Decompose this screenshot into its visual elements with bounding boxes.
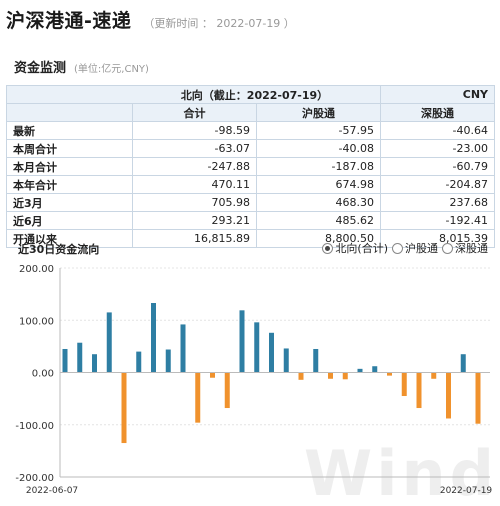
cell-sz: 8,015.39	[380, 229, 495, 248]
flow-bar[interactable]	[328, 372, 333, 379]
table-header-row: 合计 沪股通 深股通	[6, 103, 495, 122]
flow-bar[interactable]	[475, 372, 481, 424]
flow-bar[interactable]	[283, 348, 289, 373]
cell-sz: -40.64	[380, 121, 495, 140]
row-label: 本月合计	[6, 157, 133, 176]
page-title: 沪深港通-速递	[6, 10, 132, 32]
flow-bar[interactable]	[416, 372, 422, 409]
flow-bar[interactable]	[224, 372, 230, 409]
cell-total: 293.21	[132, 211, 257, 230]
cell-total: 705.98	[132, 193, 257, 212]
cell-sz: -23.00	[380, 139, 495, 158]
y-tick-label: -100.00	[15, 421, 54, 432]
flow-bar[interactable]	[210, 372, 215, 378]
cell-sh: 674.98	[256, 175, 381, 194]
radio-unselected-icon	[442, 242, 453, 254]
flow-bar[interactable]	[165, 349, 171, 373]
radio-northbound-total[interactable]: 北向(合计)	[322, 240, 388, 256]
flow-bar[interactable]	[460, 354, 466, 373]
flow-bar[interactable]	[372, 366, 378, 373]
fund-flow-chart-panel: 近30日资金流向 北向(合计) 沪股通 深股通 Wind 200.00 100.0…	[6, 233, 494, 501]
table-row: 最新 -98.59 -57.95 -40.64	[6, 121, 495, 140]
flow-bar[interactable]	[357, 368, 363, 373]
table-currency: CNY	[380, 85, 495, 104]
table-row: 本周合计 -63.07 -40.08 -23.00	[6, 139, 495, 158]
cell-sz: -60.79	[380, 157, 495, 176]
flow-bar[interactable]	[342, 372, 348, 380]
table-row: 本月合计 -247.88 -187.08 -60.79	[6, 157, 495, 176]
cell-sh: 8,800.50	[256, 229, 381, 248]
flow-bar[interactable]	[92, 354, 97, 373]
flow-bar[interactable]	[254, 322, 260, 373]
flow-bar[interactable]	[121, 372, 127, 444]
flow-bar[interactable]	[431, 372, 437, 379]
table-row: 开通以来 16,815.89 8,800.50 8,015.39	[6, 229, 495, 248]
flow-bar[interactable]	[136, 351, 142, 373]
flow-bar[interactable]	[62, 348, 68, 373]
flow-bar[interactable]	[446, 372, 451, 419]
row-label: 本年合计	[6, 175, 133, 194]
flow-bar[interactable]	[180, 324, 186, 373]
radio-label: 北向(合计)	[335, 242, 388, 255]
fund-flow-chart: Wind 200.00 100.00 0.00 -100.00 -200.00 2022-…	[15, 264, 494, 501]
flow-bar[interactable]	[298, 372, 304, 380]
cell-total: 470.11	[132, 175, 257, 194]
flow-bar[interactable]	[195, 372, 201, 423]
flow-bar[interactable]	[77, 342, 83, 373]
cell-sz: 237.68	[380, 193, 495, 212]
flow-bar[interactable]	[313, 348, 319, 373]
cell-total: -247.88	[132, 157, 257, 176]
flow-bar[interactable]	[239, 310, 245, 373]
column-header-sh: 沪股通	[256, 103, 381, 122]
cell-sz: -204.87	[380, 175, 495, 194]
fund-monitor-header: 资金监测 (单位:亿元,CNY)	[14, 57, 149, 76]
y-tick-label: 100.00	[19, 316, 54, 327]
table-row: 近6月 293.21 485.62 -192.41	[6, 211, 495, 230]
flow-bar[interactable]	[269, 332, 274, 373]
row-label: 开通以来	[6, 229, 133, 248]
row-label: 最新	[6, 121, 133, 140]
cell-total: -63.07	[132, 139, 257, 158]
column-header-total: 合计	[132, 103, 257, 122]
row-label: 近6月	[6, 211, 133, 230]
radio-shanghai-connect[interactable]: 沪股通	[392, 240, 438, 256]
section-title: 资金监测	[14, 61, 67, 76]
table-row: 近3月 705.98 468.30 237.68	[6, 193, 495, 212]
flow-bar[interactable]	[151, 303, 156, 373]
flow-bar[interactable]	[106, 312, 112, 373]
column-header-sz: 深股通	[380, 103, 495, 122]
cell-sz: -192.41	[380, 211, 495, 230]
flow-bar[interactable]	[387, 372, 392, 376]
table-header-empty	[6, 103, 133, 122]
page-header: 沪深港通-速递 （更新时间 ： 2022-07-19 ）	[6, 6, 295, 32]
row-label: 本周合计	[6, 139, 133, 158]
cell-sh: -187.08	[256, 157, 381, 176]
table-row: 本年合计 470.11 674.98 -204.87	[6, 175, 495, 194]
y-tick-label: -200.00	[15, 473, 54, 484]
fund-monitor-table: 北向（截止：2022-07-19） CNY 合计 沪股通 深股通 最新 -98.…	[6, 85, 495, 248]
radio-label: 深股通	[455, 242, 488, 255]
radio-label: 沪股通	[405, 242, 438, 255]
cell-sh: 485.62	[256, 211, 381, 230]
cell-total: -98.59	[132, 121, 257, 140]
chart-title: 近30日资金流向	[18, 243, 100, 256]
table-caption-row: 北向（截止：2022-07-19） CNY	[6, 85, 495, 104]
cell-sh: -57.95	[256, 121, 381, 140]
flow-bar[interactable]	[401, 372, 407, 397]
cell-sh: 468.30	[256, 193, 381, 212]
y-tick-label: 200.00	[19, 264, 54, 275]
row-label: 近3月	[6, 193, 133, 212]
update-time: （更新时间 ： 2022-07-19 ）	[143, 17, 295, 30]
x-end-label: 2022-07-19	[440, 486, 493, 496]
chart-series-selector: 北向(合计) 沪股通 深股通	[318, 240, 488, 256]
radio-unselected-icon	[392, 242, 403, 254]
cell-sh: -40.08	[256, 139, 381, 158]
section-unit: (单位:亿元,CNY)	[74, 64, 149, 75]
x-start-label: 2022-06-07	[26, 486, 78, 496]
y-tick-label: 0.00	[32, 369, 54, 380]
radio-shenzhen-connect[interactable]: 深股通	[442, 240, 488, 256]
table-caption: 北向（截止：2022-07-19）	[6, 85, 381, 104]
watermark-logo: Wind	[304, 437, 494, 501]
radio-selected-icon	[322, 242, 334, 254]
